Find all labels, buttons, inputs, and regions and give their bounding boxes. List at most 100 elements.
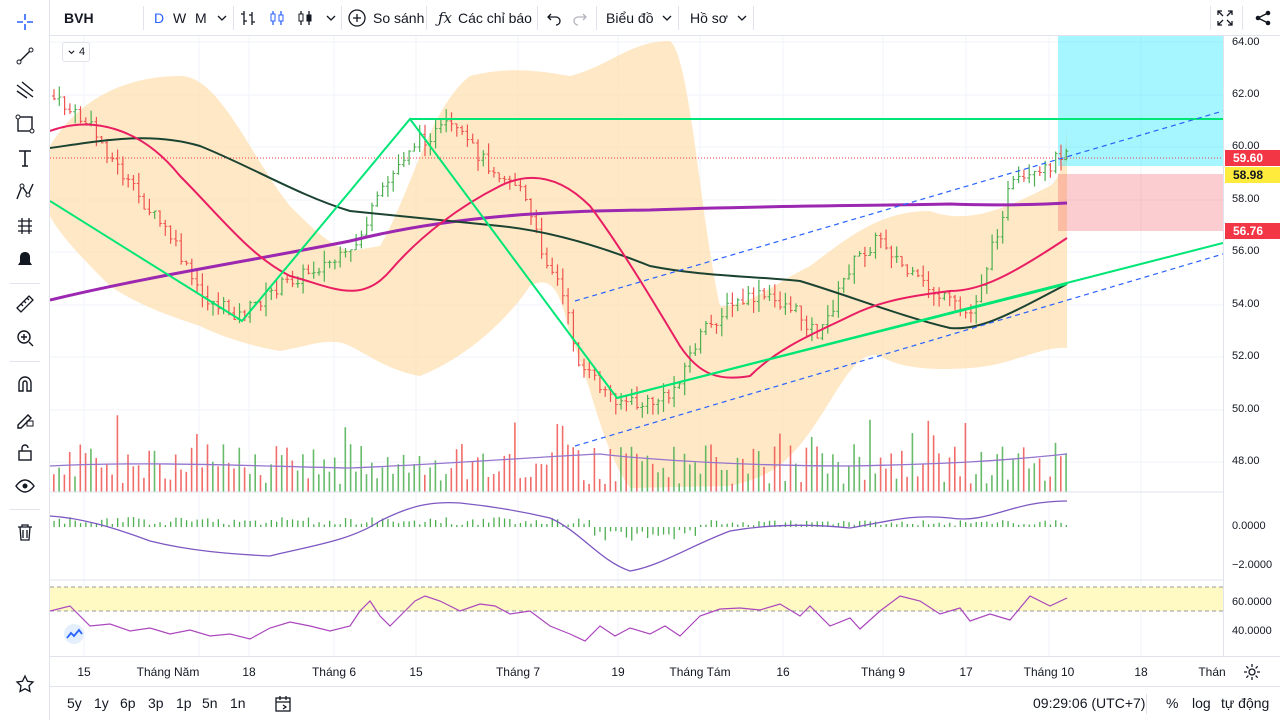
macd-bar [636, 527, 638, 534]
symbol-search[interactable]: BVH [64, 10, 94, 26]
macd-bar [74, 520, 76, 527]
trash-icon[interactable] [9, 516, 41, 548]
share-icon[interactable] [1254, 0, 1272, 36]
macd-bar [694, 527, 696, 536]
volume-bar [853, 444, 855, 492]
interval-d[interactable]: D [154, 10, 165, 26]
forecast-icon[interactable] [9, 210, 41, 242]
clock-display[interactable]: 09:29:06 (UTC+7) [1033, 695, 1146, 711]
chart-canvas[interactable]: 4 [50, 36, 1223, 656]
macd-bar [413, 520, 416, 527]
macd-bar [148, 524, 151, 527]
time-tick: Tháng 6 [311, 665, 357, 679]
volume-bar [678, 483, 680, 492]
lock-drawing-icon[interactable] [9, 402, 41, 434]
tradingview-logo-icon[interactable] [60, 622, 88, 646]
volume-bar [381, 467, 384, 492]
hollow-candle-icon[interactable] [296, 0, 314, 36]
zoom-in-icon[interactable] [9, 322, 41, 354]
alert-icon[interactable] [9, 244, 41, 276]
ruler-icon[interactable] [9, 288, 41, 320]
unlock-icon[interactable] [9, 436, 41, 468]
chevron-down-icon[interactable] [216, 0, 228, 36]
macd-bar [980, 522, 983, 527]
indicators-label: Các chỉ báo [458, 10, 532, 26]
volume-bar [455, 449, 458, 492]
goto-date-icon[interactable] [274, 695, 292, 716]
redo-icon[interactable] [572, 0, 588, 36]
macd-bar [344, 518, 347, 527]
candle-style-icon[interactable] [268, 0, 286, 36]
range-1d[interactable]: 1n [230, 695, 246, 711]
macd-bar [588, 520, 590, 527]
volume-bar [556, 423, 559, 492]
settings-gear-icon[interactable] [1243, 663, 1261, 684]
top-toolbar: BVH D W M So sánh ƒx Các chỉ báo Biểu đồ… [50, 0, 1280, 36]
price-bars [52, 86, 1069, 418]
text-icon[interactable] [9, 142, 41, 174]
volume-bar [275, 446, 278, 492]
range-5y[interactable]: 5y [67, 695, 82, 711]
volume-bar [270, 464, 272, 492]
log-toggle[interactable]: log [1192, 695, 1211, 711]
volume-bar [890, 453, 892, 492]
compare-button[interactable]: So sánh [347, 0, 424, 36]
shapes-icon[interactable] [9, 108, 41, 140]
macd-bar [806, 520, 808, 527]
macd-bar [482, 518, 484, 527]
favorites-star-icon[interactable] [9, 668, 41, 700]
price-tick: 60.00 [1232, 140, 1260, 152]
macd-bar [562, 524, 564, 527]
macd-bar [127, 517, 129, 527]
time-tick: 16 [776, 665, 790, 679]
macd-bar [95, 523, 98, 527]
fullscreen-icon[interactable] [1216, 0, 1234, 36]
volume-bar [360, 446, 362, 492]
interval-m[interactable]: M [195, 10, 207, 26]
macd-bar [843, 521, 845, 527]
volume-bar [911, 433, 914, 492]
bar-style-icon[interactable] [240, 0, 258, 36]
macd-bar [859, 521, 861, 527]
indicators-button[interactable]: ƒx Các chỉ báo [438, 0, 532, 36]
macd-bar [620, 527, 622, 532]
volume-bar [747, 473, 749, 492]
macd-bar [790, 520, 792, 527]
macd-bar [954, 525, 956, 527]
chart-menu-button[interactable]: Biểu đồ [606, 0, 673, 36]
volume-bar [95, 457, 97, 492]
volume-bar [975, 474, 977, 492]
range-3m[interactable]: 3p [148, 695, 164, 711]
macd-bar [392, 521, 394, 527]
volume-bar [1038, 458, 1041, 492]
time-axis[interactable]: 15 Tháng Năm 18 Tháng 6 15 Tháng 7 19 Th… [50, 656, 1280, 686]
magnet-icon[interactable] [9, 368, 41, 400]
percent-toggle[interactable]: % [1166, 695, 1179, 711]
time-tick: 19 [611, 665, 625, 679]
volume-bar [233, 468, 235, 492]
range-1m[interactable]: 1p [176, 695, 192, 711]
trend-line-icon[interactable] [9, 40, 41, 72]
macd-bar [594, 527, 596, 536]
volume-bar [768, 483, 771, 492]
price-scale[interactable]: 64.00 62.00 60.00 58.00 56.00 54.00 52.0… [1223, 36, 1280, 656]
chevron-down-icon[interactable] [325, 0, 337, 36]
fib-icon[interactable] [9, 74, 41, 106]
macd-bar [1039, 521, 1041, 527]
range-6m[interactable]: 6p [120, 695, 136, 711]
range-1y[interactable]: 1y [94, 695, 109, 711]
macd-bar [318, 522, 320, 527]
macd-bar [880, 524, 882, 527]
auto-toggle[interactable]: tự động [1221, 695, 1270, 711]
price-chart[interactable] [50, 36, 1223, 656]
crosshair-icon[interactable] [9, 6, 41, 38]
range-5d[interactable]: 5n [202, 695, 218, 711]
undo-icon[interactable] [546, 0, 562, 36]
volume-bar [572, 447, 574, 492]
pattern-icon[interactable] [9, 176, 41, 208]
profile-menu-button[interactable]: Hồ sơ [690, 0, 748, 36]
time-tick: 17 [959, 665, 973, 679]
interval-w[interactable]: W [173, 10, 187, 26]
eye-icon[interactable] [9, 470, 41, 502]
legend-toggle[interactable]: 4 [62, 42, 90, 62]
